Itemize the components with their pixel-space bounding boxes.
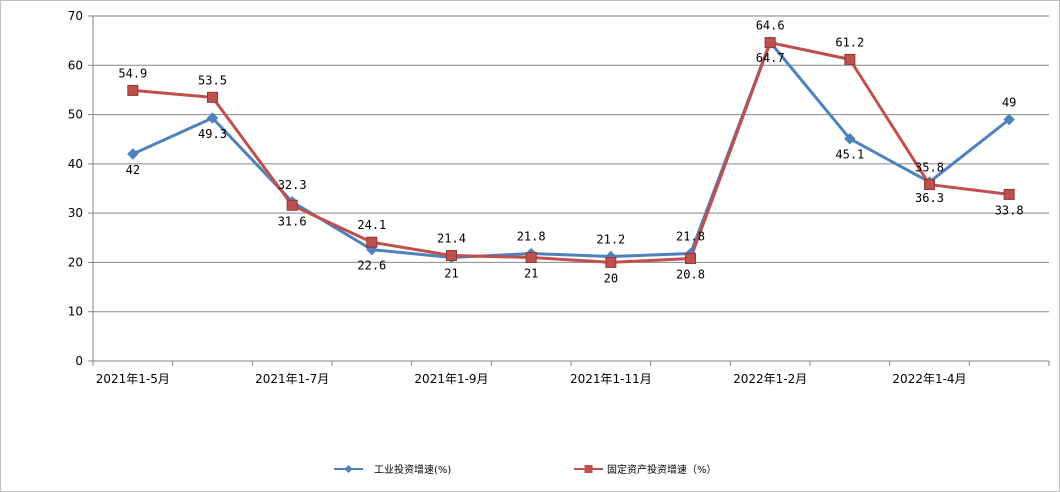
data-point-diamond (206, 112, 219, 124)
legend-label: 工业投资增速(%) (374, 463, 451, 476)
data-label: 64.6 (756, 19, 785, 33)
x-tick-label: 2022年1-4月 (892, 372, 966, 386)
data-label: 24.1 (357, 218, 386, 232)
data-label: 64.7 (756, 51, 785, 65)
x-tick-label: 2021年1-9月 (414, 372, 488, 386)
legend-marker-diamond (344, 465, 353, 473)
data-label: 21.2 (596, 233, 625, 247)
legend: 工业投资增速(%) 固定资产投资增速（%） (334, 463, 717, 476)
data-label: 45.1 (835, 148, 864, 162)
series-line-1 (132, 40, 1011, 259)
data-label: 35.8 (915, 161, 944, 175)
data-label: 21.8 (676, 230, 705, 244)
data-label: 36.3 (915, 191, 944, 205)
y-tick-label: 70 (68, 9, 83, 23)
y-tick-label: 60 (68, 58, 83, 72)
data-point-square (685, 252, 696, 264)
legend-label: 固定资产投资增速（%） (607, 463, 717, 476)
x-tick-label: 2021年1-7月 (255, 372, 329, 386)
data-point-square (207, 91, 218, 103)
y-tick-label: 50 (68, 108, 83, 122)
data-point-diamond (127, 148, 139, 160)
data-label-layer: 42 49.3 32.3 22.6 21 21.8 21.2 21.8 64.7 45.1 36.3… (118, 19, 1023, 286)
grid-layer (93, 15, 1049, 313)
data-point-square (844, 53, 856, 65)
y-tick-label: 20 (68, 255, 83, 269)
data-label: 61.2 (835, 35, 864, 49)
y-tick-label: 40 (68, 157, 83, 171)
data-point-diamond (844, 133, 856, 145)
data-point-square (286, 199, 298, 211)
data-label: 20 (604, 271, 618, 285)
data-point-square (127, 84, 139, 96)
series-line-2 (132, 41, 1010, 264)
data-point-square (605, 256, 617, 268)
legend-marker-square (584, 465, 593, 473)
data-label: 54.9 (118, 66, 147, 80)
data-label: 31.6 (278, 214, 307, 228)
data-point-square (525, 252, 537, 263)
axis-layer: 0 10 20 30 40 50 60 70 2021年1-5月 2021年1-7月 2021年1-… (68, 9, 1050, 386)
data-point-square (764, 37, 776, 49)
data-point-square (924, 179, 935, 191)
x-tick-label: 2021年1-5月 (96, 372, 170, 386)
data-point-square (1003, 188, 1015, 200)
x-tick-label: 2021年1-11月 (570, 372, 652, 386)
data-label: 21.8 (517, 230, 546, 244)
data-label: 42 (126, 163, 140, 177)
data-label: 22.6 (357, 259, 386, 273)
data-label: 33.8 (995, 203, 1024, 217)
data-label: 21 (524, 267, 538, 281)
series-layer (127, 36, 1015, 268)
y-tick-label: 30 (68, 206, 83, 220)
x-tick-label: 2022年1-2月 (733, 372, 807, 386)
y-tick-label: 10 (68, 305, 83, 319)
data-label: 20.8 (676, 267, 705, 281)
data-point-square (366, 236, 378, 248)
data-label: 49 (1002, 96, 1016, 110)
y-tick-label: 0 (75, 354, 83, 368)
data-label: 53.5 (198, 73, 227, 87)
data-point-square (446, 250, 457, 262)
data-label: 21.4 (437, 232, 466, 246)
data-label: 32.3 (278, 178, 307, 192)
data-point-diamond (1003, 113, 1015, 126)
data-label: 21 (444, 267, 458, 281)
data-label: 49.3 (198, 127, 227, 141)
